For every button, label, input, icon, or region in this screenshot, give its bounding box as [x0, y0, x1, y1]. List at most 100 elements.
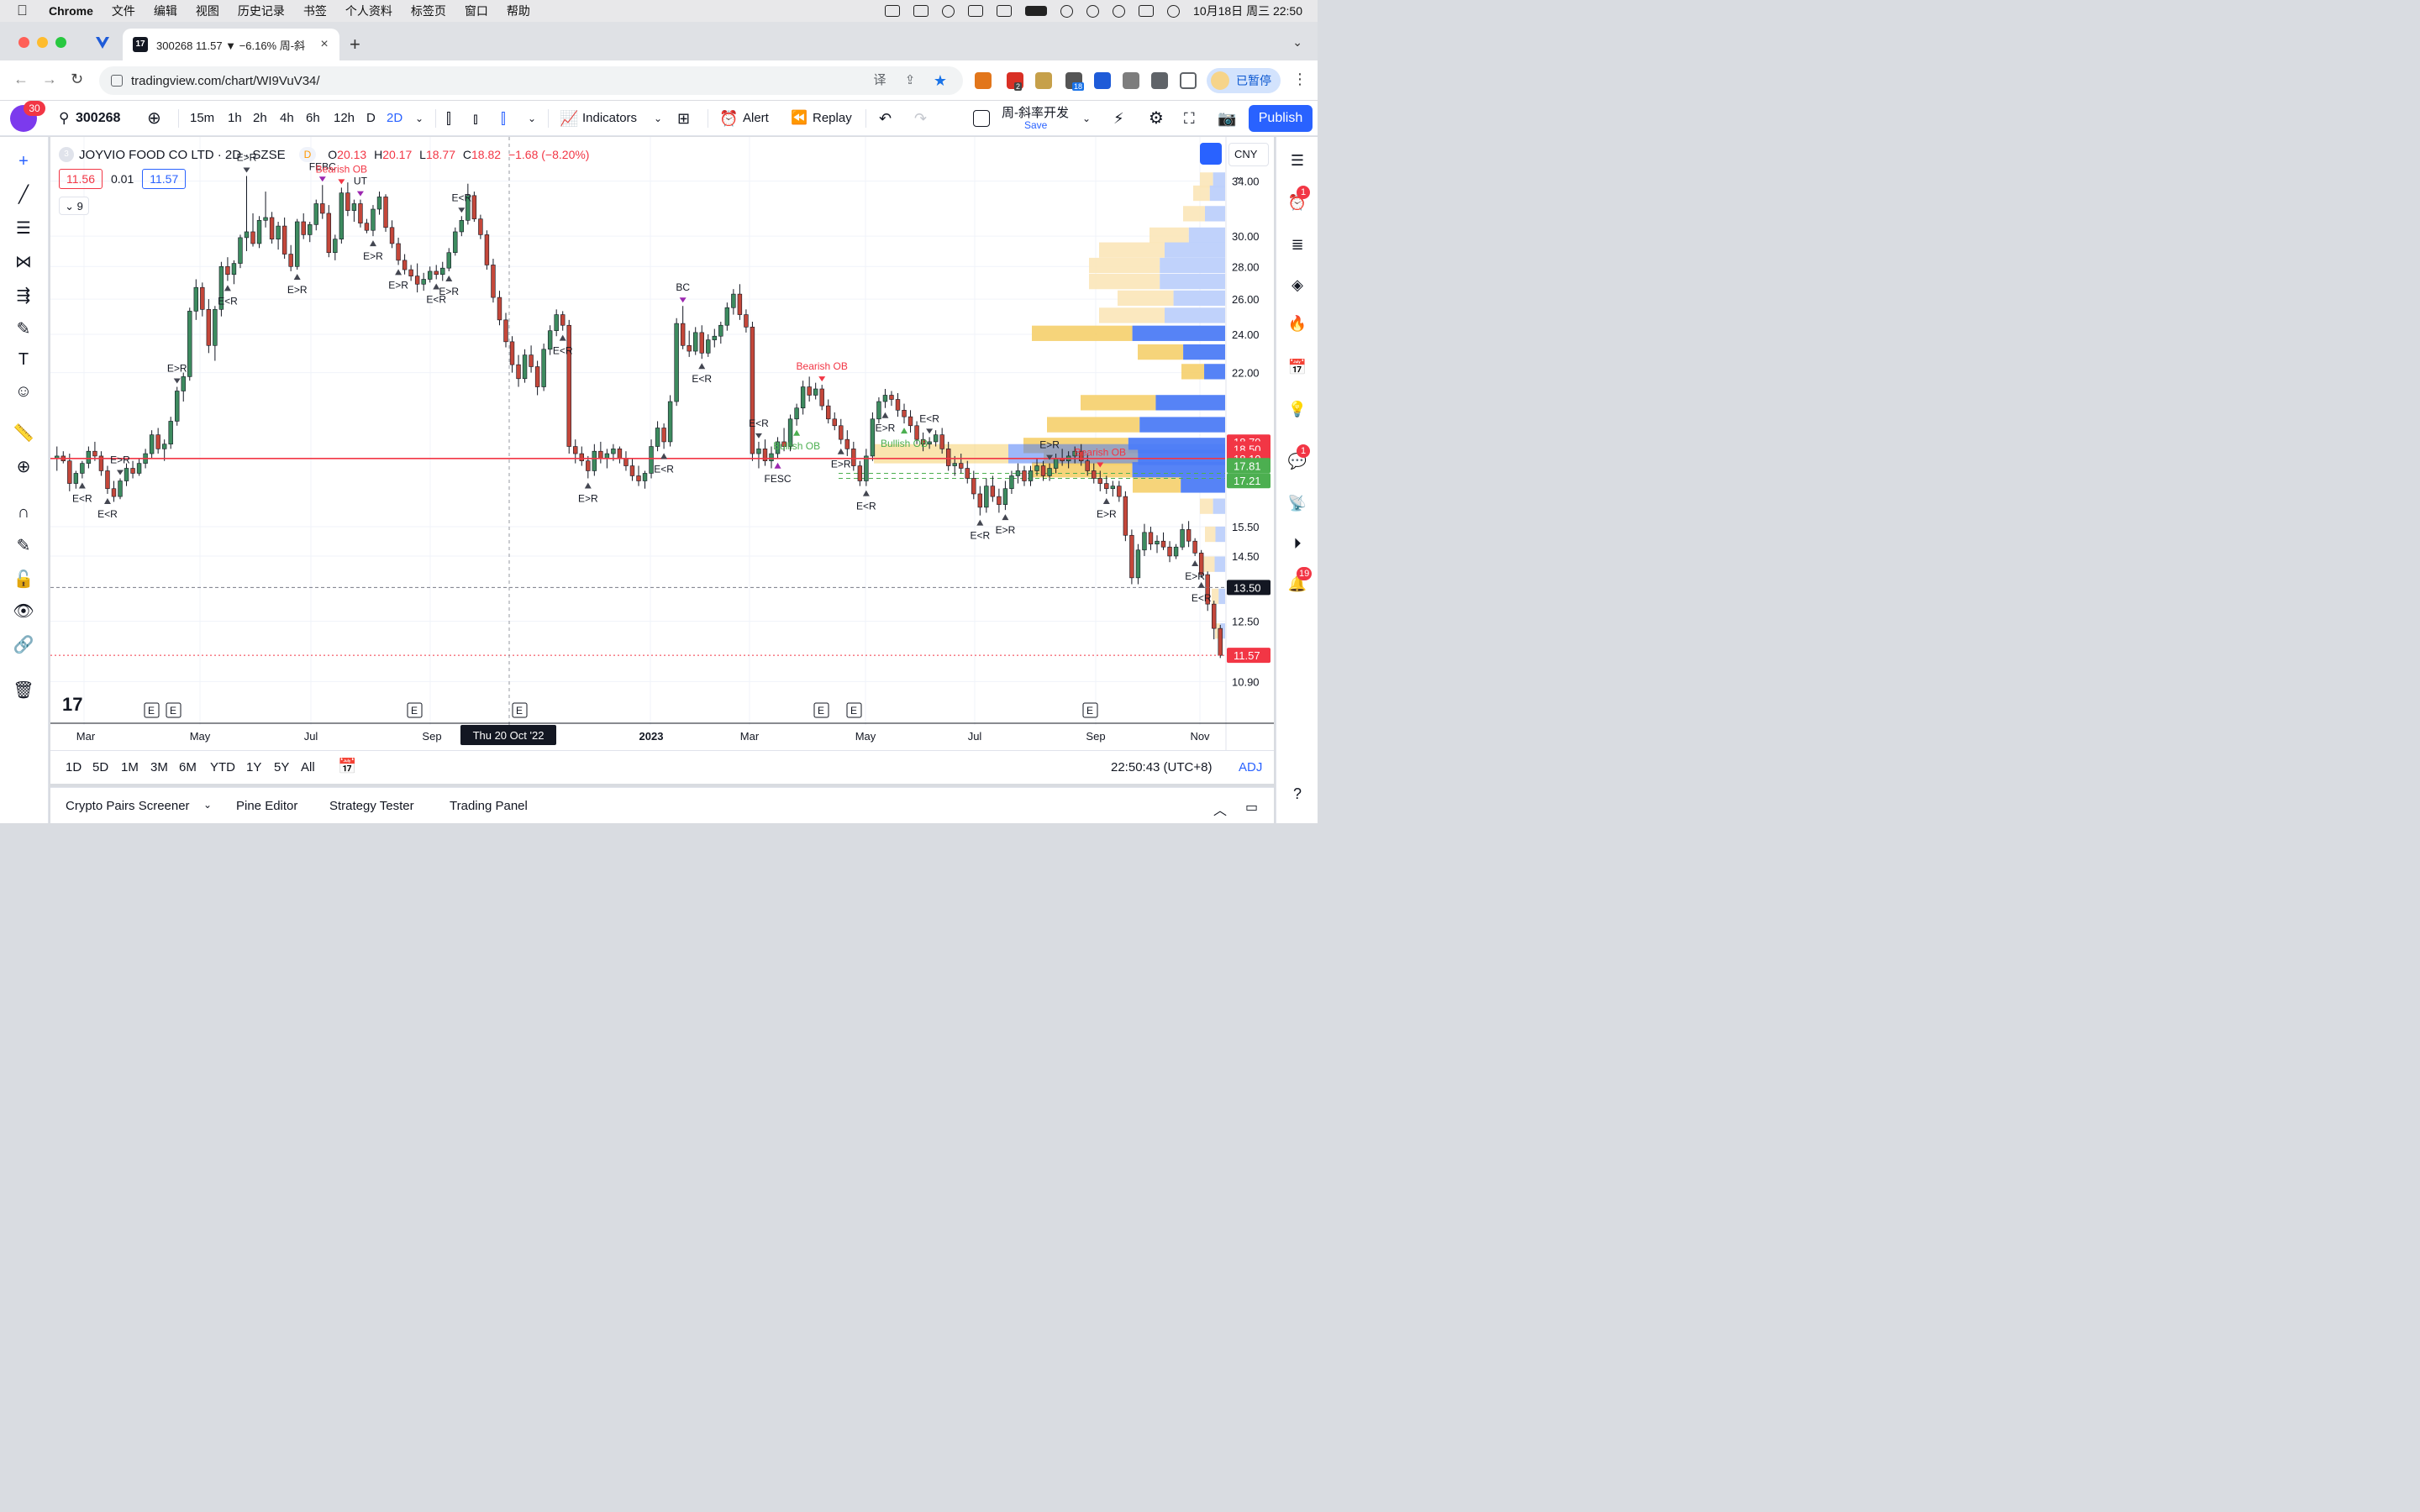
tab-search-icon[interactable]: ⌄: [1292, 35, 1302, 49]
data-status-tag[interactable]: D: [298, 147, 317, 162]
menubar-clock[interactable]: 10月18日 周三 22:50: [1193, 4, 1302, 18]
replay-icon[interactable]: ⏪: [791, 111, 808, 125]
url-text[interactable]: tradingview.com/chart/WI9VuV34/: [131, 73, 320, 88]
interval-4h[interactable]: 4h: [280, 111, 294, 125]
candle-style-icon[interactable]: ⫾: [473, 110, 478, 127]
profile-button[interactable]: 已暂停: [1207, 68, 1281, 93]
tradingview-logo[interactable]: 17: [62, 694, 83, 715]
site-info-icon[interactable]: [111, 75, 123, 87]
active-tab[interactable]: 17 300268 11.57 ▼ −6.16% 周-斜 ×: [123, 29, 339, 60]
tab-strategy-tester[interactable]: Strategy Tester: [329, 799, 414, 813]
panel-layout-icon[interactable]: ▭: [1245, 801, 1259, 815]
volume-icon[interactable]: [913, 5, 929, 17]
interval-1h[interactable]: 1h: [228, 111, 242, 125]
minimize-window-button[interactable]: [37, 37, 48, 48]
replay-button[interactable]: Replay: [813, 111, 852, 125]
compare-add-icon[interactable]: ⊕: [147, 109, 161, 128]
settings-gear-icon[interactable]: ⚙: [1149, 109, 1164, 128]
interval-2d[interactable]: 2D: [387, 111, 403, 125]
apple-icon[interactable]: : [17, 3, 32, 18]
hollow-candle-icon[interactable]: ⫿: [501, 110, 506, 127]
quick-search-icon[interactable]: ⚡: [1113, 110, 1124, 127]
layout-icon[interactable]: [973, 110, 990, 127]
emoji-icon[interactable]: ☺: [14, 382, 33, 401]
help-icon[interactable]: ?: [1292, 785, 1302, 802]
zoom-in-icon[interactable]: ⊕: [16, 458, 31, 476]
currency-button[interactable]: CNY ⌄: [1228, 143, 1269, 182]
menu-profiles[interactable]: 个人资料: [345, 4, 392, 18]
indicators-dropdown-icon[interactable]: ⌄: [654, 113, 663, 124]
chrome-menu-icon[interactable]: ⋮: [1292, 71, 1307, 87]
tab-crypto-pairs-screener[interactable]: Crypto Pairs Screener: [66, 799, 190, 813]
fib-tool-icon[interactable]: ☰: [16, 219, 31, 238]
menu-edit[interactable]: 编辑: [153, 4, 177, 18]
publish-button[interactable]: Publish: [1249, 105, 1313, 132]
close-tab-icon[interactable]: ×: [320, 37, 329, 51]
indicator-collapse-button[interactable]: ⌄ 9: [59, 197, 89, 215]
text-tool-icon[interactable]: T: [18, 350, 29, 369]
battery-icon[interactable]: [1025, 6, 1048, 16]
menu-bookmarks[interactable]: 书签: [302, 4, 327, 18]
screener-dropdown-icon[interactable]: ⌄: [203, 799, 213, 811]
control-center-icon[interactable]: [1139, 5, 1155, 17]
new-tab-icon[interactable]: +: [350, 34, 360, 55]
metamask-extension-icon[interactable]: [975, 72, 992, 89]
range-1y[interactable]: 1Y: [246, 760, 262, 774]
layout-name[interactable]: 周-斜率开发: [1002, 106, 1069, 120]
undo-icon[interactable]: ↶: [879, 110, 892, 127]
reload-icon[interactable]: ↻: [71, 71, 84, 87]
maximize-panel-icon[interactable]: ︿: [1213, 804, 1228, 818]
scribble-icon[interactable]: [885, 5, 901, 17]
menu-tabs[interactable]: 标签页: [410, 4, 446, 18]
ruler-icon[interactable]: 📏: [13, 424, 34, 443]
interval-2h[interactable]: 2h: [253, 111, 267, 125]
watchlist-icon[interactable]: ☰: [1290, 152, 1305, 169]
menu-view[interactable]: 视图: [195, 4, 219, 18]
range-3m[interactable]: 3M: [150, 760, 168, 774]
magnet-icon[interactable]: ∩: [17, 503, 30, 522]
time-machine-icon[interactable]: [942, 4, 955, 18]
redo-icon[interactable]: ↷: [914, 110, 928, 127]
range-ytd[interactable]: YTD: [210, 760, 235, 774]
omnibox[interactable]: tradingview.com/chart/WI9VuV34/ 译 ⇪ ★: [99, 66, 963, 95]
bar-style-icon[interactable]: ⫿: [446, 110, 451, 127]
sell-price-button[interactable]: 11.56: [59, 169, 103, 189]
extensions-puzzle-icon[interactable]: [1151, 72, 1168, 89]
ideas-bulb-icon[interactable]: 💡: [1287, 401, 1307, 417]
range-1m[interactable]: 1M: [121, 760, 139, 774]
spotlight-icon[interactable]: [1113, 4, 1126, 18]
crosshair-icon[interactable]: +: [18, 152, 29, 171]
menu-window[interactable]: 窗口: [464, 4, 488, 18]
pinned-tab-icon[interactable]: [91, 30, 114, 54]
extension-icon[interactable]: [1094, 72, 1111, 89]
bookmark-star-icon[interactable]: ★: [933, 72, 948, 89]
interval-d[interactable]: D: [366, 111, 376, 125]
chart-pane[interactable]: E<R E<R E>R E>R E<R E>R E>R FEBC Bearish OB UT E>R…: [50, 137, 1274, 780]
interval-dropdown-icon[interactable]: ⌄: [415, 113, 424, 124]
menu-chrome[interactable]: Chrome: [49, 4, 93, 18]
bluetooth-icon[interactable]: [968, 5, 984, 17]
tab-pine-editor[interactable]: Pine Editor: [236, 799, 298, 813]
legend-title[interactable]: JOYVIO FOOD CO LTD · 2D · SZSE: [79, 147, 286, 162]
buy-price-button[interactable]: 11.57: [142, 169, 187, 189]
tab-trading-panel[interactable]: Trading Panel: [450, 799, 528, 813]
lock-icon[interactable]: 🔓: [13, 570, 34, 589]
brush-icon[interactable]: ✎: [16, 320, 31, 339]
indicators-icon[interactable]: 📈: [560, 110, 579, 127]
range-1d[interactable]: 1D: [66, 760, 82, 774]
range-5d[interactable]: 5D: [92, 760, 109, 774]
share-icon[interactable]: ⇪: [904, 73, 916, 87]
forward-icon[interactable]: →: [42, 71, 57, 87]
siri-icon[interactable]: [1167, 4, 1181, 18]
indicators-button[interactable]: Indicators: [582, 111, 638, 125]
calendar-icon[interactable]: 📅: [1287, 359, 1307, 375]
layout-dropdown-icon[interactable]: ⌄: [1082, 113, 1092, 124]
scroll-to-realtime-button[interactable]: [1200, 143, 1222, 165]
trash-icon[interactable]: 🗑: [13, 681, 34, 700]
symbol-search[interactable]: 300268: [76, 111, 121, 125]
extension-icon[interactable]: [1035, 72, 1052, 89]
interval-12h[interactable]: 12h: [334, 111, 355, 125]
replay-arrow-icon[interactable]: ⏵: [1293, 535, 1302, 552]
fullscreen-icon[interactable]: ⛶: [1184, 110, 1195, 127]
zoom-window-button[interactable]: [55, 37, 66, 48]
